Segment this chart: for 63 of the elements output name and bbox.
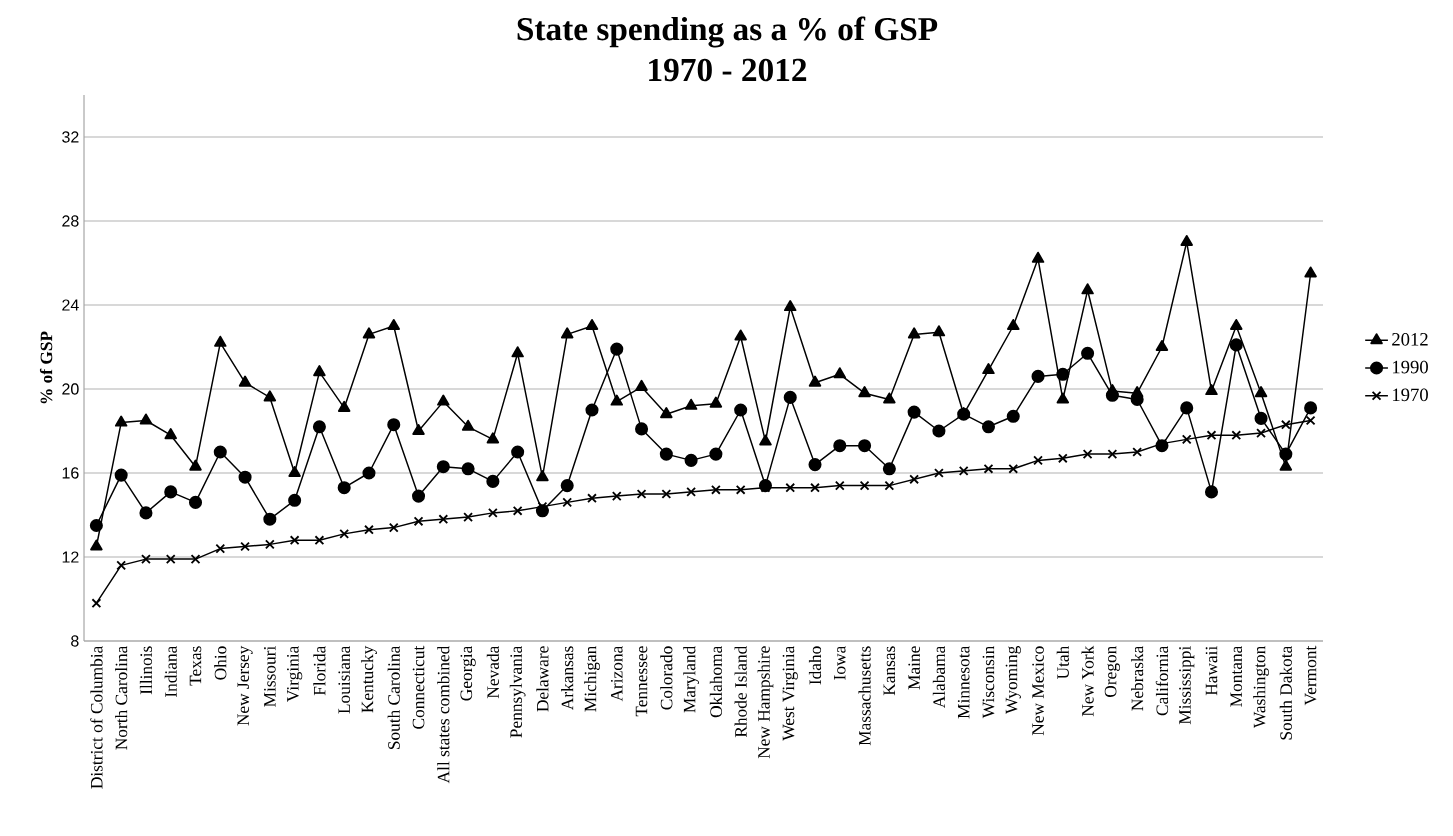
x-tick-label: New York xyxy=(1081,645,1094,717)
y-tick-label: 32 xyxy=(62,131,79,143)
x-tick-label: District of Columbia xyxy=(90,645,103,789)
x-tick-label: Indiana xyxy=(164,645,177,698)
x-tick-label: All states combined xyxy=(437,645,450,784)
x-tick-label: South Dakota xyxy=(1279,645,1292,740)
x-tick-label: Ohio xyxy=(214,646,227,680)
x-tick-label: Georgia xyxy=(460,645,476,701)
chart-subtitle: 1970 - 2012 xyxy=(649,58,807,82)
x-tick-label: Colorado xyxy=(660,646,673,710)
x-tick-label: Michigan xyxy=(584,645,600,712)
x-tick-label: Vermont xyxy=(1304,645,1317,706)
legend-label: 1970 xyxy=(1392,388,1428,402)
x-tick-label: Iowa xyxy=(834,645,846,680)
x-tick-label: Utah xyxy=(1056,645,1069,680)
x-tick-label: Mississippi xyxy=(1179,646,1195,725)
x-tick-label: Massachusetts xyxy=(858,646,871,746)
x-tick-label: West Virginia xyxy=(782,645,798,741)
x-tick-label: Arkansas xyxy=(561,646,574,711)
x-tick-label: Louisiana xyxy=(338,645,351,714)
legend-label: 1990 xyxy=(1392,360,1428,374)
x-tick-label: New Hampshire xyxy=(757,646,774,759)
y-tick-label: 28 xyxy=(62,215,79,227)
x-tick-label: Kansas xyxy=(883,646,896,696)
x-tick-label: Rhode Island xyxy=(734,645,747,738)
x-tick-label: North Carolina xyxy=(115,645,128,750)
x-tick-label: Pennsylvania xyxy=(509,645,526,738)
x-tick-label: Tennessee xyxy=(635,646,648,717)
y-axis-title: % of GSP xyxy=(39,331,53,404)
x-tick-label: Nebraska xyxy=(1131,645,1144,711)
chart-title: State spending as a % of GSP xyxy=(517,16,938,48)
x-tick-label: Hawaii xyxy=(1205,646,1218,696)
x-tick-label: Texas xyxy=(189,646,202,686)
x-tick-label: Maine xyxy=(908,646,920,690)
x-tick-label: Alabama xyxy=(932,645,946,709)
x-tick-label: Delaware xyxy=(536,646,549,712)
x-tick-label: Maryland xyxy=(683,645,699,713)
x-tick-label: Connecticut xyxy=(412,645,425,729)
x-tick-label: Washington xyxy=(1253,645,1269,729)
x-tick-label: Kentucky xyxy=(361,645,377,713)
y-tick-label: 16 xyxy=(62,467,79,479)
y-tick-label: 20 xyxy=(62,383,79,395)
x-tick-label: California xyxy=(1155,645,1169,716)
x-tick-label: Montana xyxy=(1230,645,1243,707)
y-tick-label: 24 xyxy=(62,299,79,311)
x-tick-label: Nevada xyxy=(486,645,499,699)
x-tick-label: Illinois xyxy=(139,646,153,695)
x-tick-label: Oklahoma xyxy=(709,645,722,718)
legend-label: 2012 xyxy=(1392,333,1428,346)
x-tick-label: New Jersey xyxy=(237,645,253,726)
x-tick-label: Arizona xyxy=(610,645,623,702)
y-tick-label: 8 xyxy=(71,635,79,647)
x-tick-label: Wyoming xyxy=(1005,646,1021,714)
x-tick-label: Idaho xyxy=(808,646,822,685)
x-tick-label: Virginia xyxy=(287,645,303,702)
x-tick-label: New Mexico xyxy=(1032,646,1044,736)
x-tick-label: Missouri xyxy=(264,646,276,707)
x-tick-label: Oregon xyxy=(1104,645,1120,697)
x-tick-label: Wisconsin xyxy=(982,645,995,719)
y-tick-label: 12 xyxy=(62,551,79,563)
x-tick-label: South Carolina xyxy=(387,645,400,750)
x-tick-label: Florida xyxy=(313,645,326,696)
x-tick-label: Minnesota xyxy=(957,645,970,719)
